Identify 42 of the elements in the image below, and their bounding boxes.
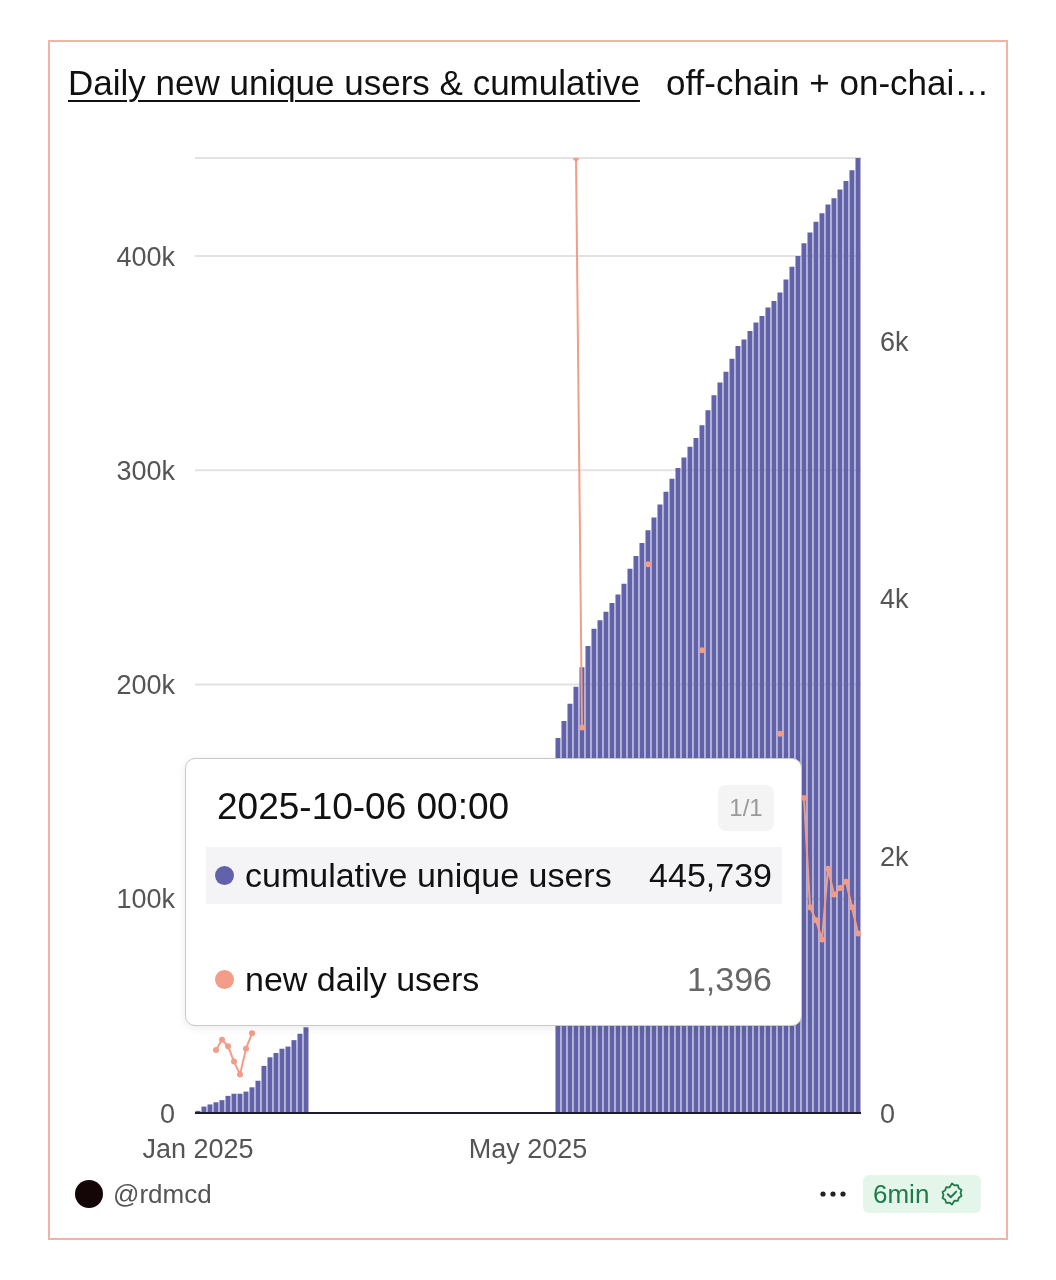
point [849,904,855,911]
point [825,865,831,872]
point [855,930,861,937]
point [243,1045,249,1052]
chart-title: Daily new unique users & cumulative [68,63,640,103]
text: 6min [873,1178,930,1210]
y2-tick-label: 4k [880,584,910,615]
point [819,936,825,943]
legend-label: new daily users [245,960,480,999]
point [237,1071,243,1078]
point [645,561,651,568]
point [813,917,819,924]
y2-tick-label: 6k [880,327,910,358]
point [801,795,807,802]
point [249,1030,255,1037]
point [225,1043,231,1050]
point [831,891,837,898]
annotation: 2025-10-06 00:00 [217,786,510,827]
y-tick-label: 200k [116,670,176,701]
y-tick-label: 0 [159,1098,175,1129]
point [213,1047,219,1054]
text: @rdmcd [113,1179,212,1209]
annotation: 1/1 [729,794,763,822]
point [777,730,783,737]
y2-tick-label: 2k [880,841,910,872]
point [807,904,813,911]
point [837,885,843,892]
annotation: 445,739 [649,856,772,895]
y-tick-label: 100k [116,884,176,915]
y-tick-label: 300k [116,455,176,486]
point [219,1036,225,1043]
chart-subtitle: off-chain + on-chai… [665,63,990,103]
x-tick-label: May 2025 [468,1134,588,1165]
legend-label: cumulative unique users [245,856,612,895]
x-tick-label: Jan 2025 [142,1134,254,1165]
point [579,724,585,731]
point [231,1058,237,1065]
annotation: 1,396 [686,960,772,999]
point [843,878,849,885]
point [699,647,705,654]
y-tick-label: 400k [116,241,176,272]
y2-tick-label: 0 [880,1098,896,1129]
